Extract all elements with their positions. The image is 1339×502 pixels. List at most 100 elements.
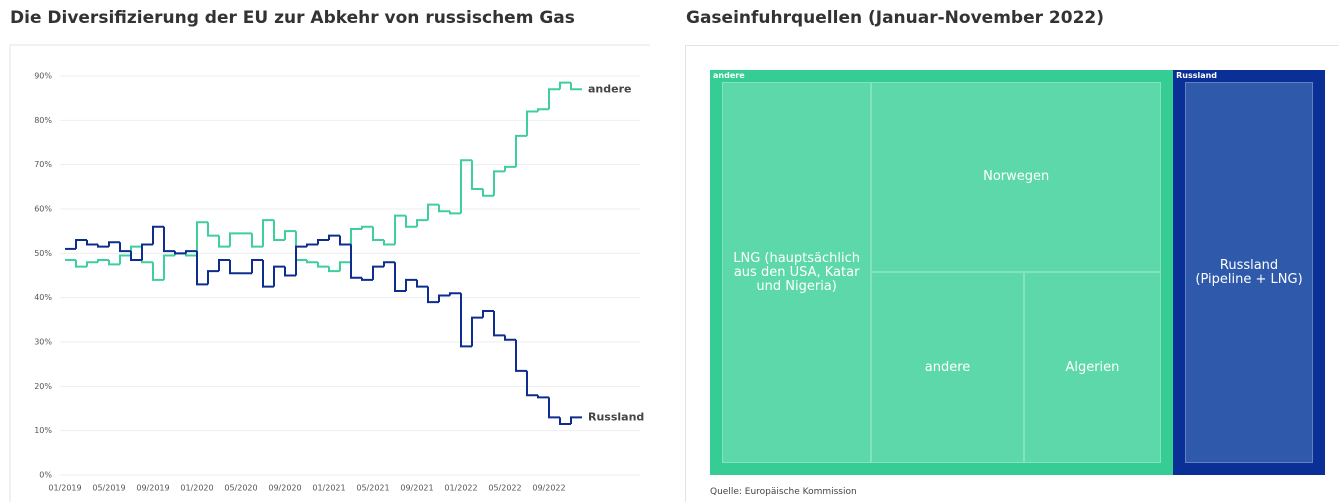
- step-segment: [383, 261, 395, 267]
- step-segment: [526, 370, 538, 397]
- step-segment: [449, 211, 461, 215]
- step-segment: [119, 254, 131, 265]
- step-segment: [438, 204, 450, 213]
- step-segment: [86, 261, 98, 267]
- step-segment: [317, 239, 329, 245]
- step-segment: [559, 81, 571, 90]
- step-segment: [295, 245, 307, 276]
- step-segment: [174, 251, 186, 255]
- step-segment: [163, 254, 175, 280]
- y-tick-label: 20%: [34, 382, 52, 391]
- step-segment: [207, 270, 219, 285]
- step-segment: [394, 214, 406, 245]
- step-segment: [427, 203, 439, 221]
- step-segment: [97, 258, 109, 263]
- y-tick-label: 70%: [34, 160, 52, 169]
- step-segment: [537, 395, 549, 399]
- x-tick-label: 01/2022: [444, 484, 477, 493]
- group-label: andere: [713, 71, 745, 80]
- step-segment: [405, 215, 417, 228]
- cell-label: Algerien: [1065, 359, 1120, 375]
- step-segment: [251, 233, 263, 248]
- step-segment: [218, 258, 230, 272]
- x-tick-label: 09/2022: [532, 484, 565, 493]
- x-tick-label: 01/2021: [312, 484, 345, 493]
- x-tick-label: 05/2022: [488, 484, 521, 493]
- treemap-cell: Norwegen: [871, 82, 1162, 273]
- step-segment: [372, 265, 384, 280]
- source: Quelle: Europäische Kommission: [710, 487, 857, 497]
- step-segment: [471, 316, 483, 347]
- step-segment: [559, 417, 571, 426]
- step-segment: [75, 239, 87, 249]
- step-segment: [317, 262, 329, 268]
- step-segment: [504, 335, 516, 341]
- treemap-group: andere LNG (hauptsächlich aus den USA, Ka…: [710, 70, 1174, 475]
- panel-frame: [9, 44, 650, 502]
- step-segment: [350, 227, 362, 263]
- step-segment: [86, 240, 98, 246]
- step-segment: [383, 240, 395, 246]
- step-segment: [141, 246, 153, 264]
- treemap-group: Russland Russland (Pipeline + LNG): [1173, 70, 1325, 475]
- y-tick-label: 60%: [34, 205, 52, 214]
- cell-label: andere: [924, 359, 971, 375]
- step-segment: [273, 220, 285, 242]
- step-segment: [152, 262, 164, 281]
- step-segment: [262, 219, 274, 247]
- step-segment: [394, 262, 406, 293]
- x-tick-label: 09/2020: [268, 484, 301, 493]
- step-segment: [361, 225, 373, 229]
- step-segment: [515, 339, 527, 372]
- step-segment: [229, 232, 241, 247]
- step-segment: [493, 310, 505, 337]
- y-tick-label: 80%: [34, 116, 52, 125]
- step-segment: [163, 226, 175, 253]
- step-segment: [493, 170, 505, 196]
- step-segment: [185, 250, 197, 254]
- step-segment: [460, 293, 472, 348]
- step-segment: [416, 279, 428, 288]
- x-tick-label: 09/2019: [136, 484, 169, 493]
- y-tick-label: 10%: [34, 426, 52, 435]
- chart-title: Die Diversifizierung der EU zur Abkehr v…: [10, 8, 575, 28]
- step-segment: [251, 258, 263, 274]
- step-segment: [537, 108, 549, 112]
- step-segment: [350, 244, 362, 279]
- step-segment: [460, 159, 472, 214]
- step-segment: [97, 244, 109, 248]
- step-segment: [449, 292, 461, 296]
- series-label: andere: [588, 82, 631, 95]
- step-segment: [526, 110, 538, 136]
- step-segment: [515, 134, 527, 167]
- step-segment: [570, 416, 582, 425]
- treemap-cell: LNG (hauptsächlich aus den USA, Katar un…: [722, 82, 872, 463]
- step-segment: [548, 397, 560, 419]
- y-tick-label: 50%: [34, 249, 52, 258]
- step-segment: [262, 259, 274, 288]
- step-segment: [141, 243, 153, 260]
- step-segment: [108, 259, 120, 266]
- y-tick-label: 30%: [34, 338, 52, 347]
- group-label: Russland: [1176, 71, 1218, 80]
- step-segment: [361, 277, 373, 281]
- y-tick-label: 40%: [34, 293, 52, 302]
- step-segment: [570, 82, 582, 91]
- step-segment: [372, 226, 384, 242]
- step-segment: [196, 221, 208, 256]
- step-segment: [229, 259, 241, 275]
- cell-label: Russland (Pipeline + LNG): [1195, 257, 1303, 287]
- cell-label: Norwegen: [983, 169, 1050, 185]
- treemap-cell: Algerien: [1023, 272, 1162, 463]
- step-segment: [207, 222, 219, 237]
- x-tick-label: 09/2021: [400, 484, 433, 493]
- step-segment: [284, 266, 296, 277]
- y-tick-label: 0%: [39, 471, 52, 480]
- x-tick-label: 05/2021: [356, 484, 389, 493]
- step-segment: [306, 243, 318, 247]
- step-segment: [482, 189, 494, 197]
- step-segment: [427, 286, 439, 304]
- step-segment: [482, 309, 494, 318]
- step-segment: [75, 259, 87, 268]
- line-chart: 0% 10% 20% 30% 40% 50% 60% 70% 80% 90% 01/2019 05/2…: [9, 44, 650, 502]
